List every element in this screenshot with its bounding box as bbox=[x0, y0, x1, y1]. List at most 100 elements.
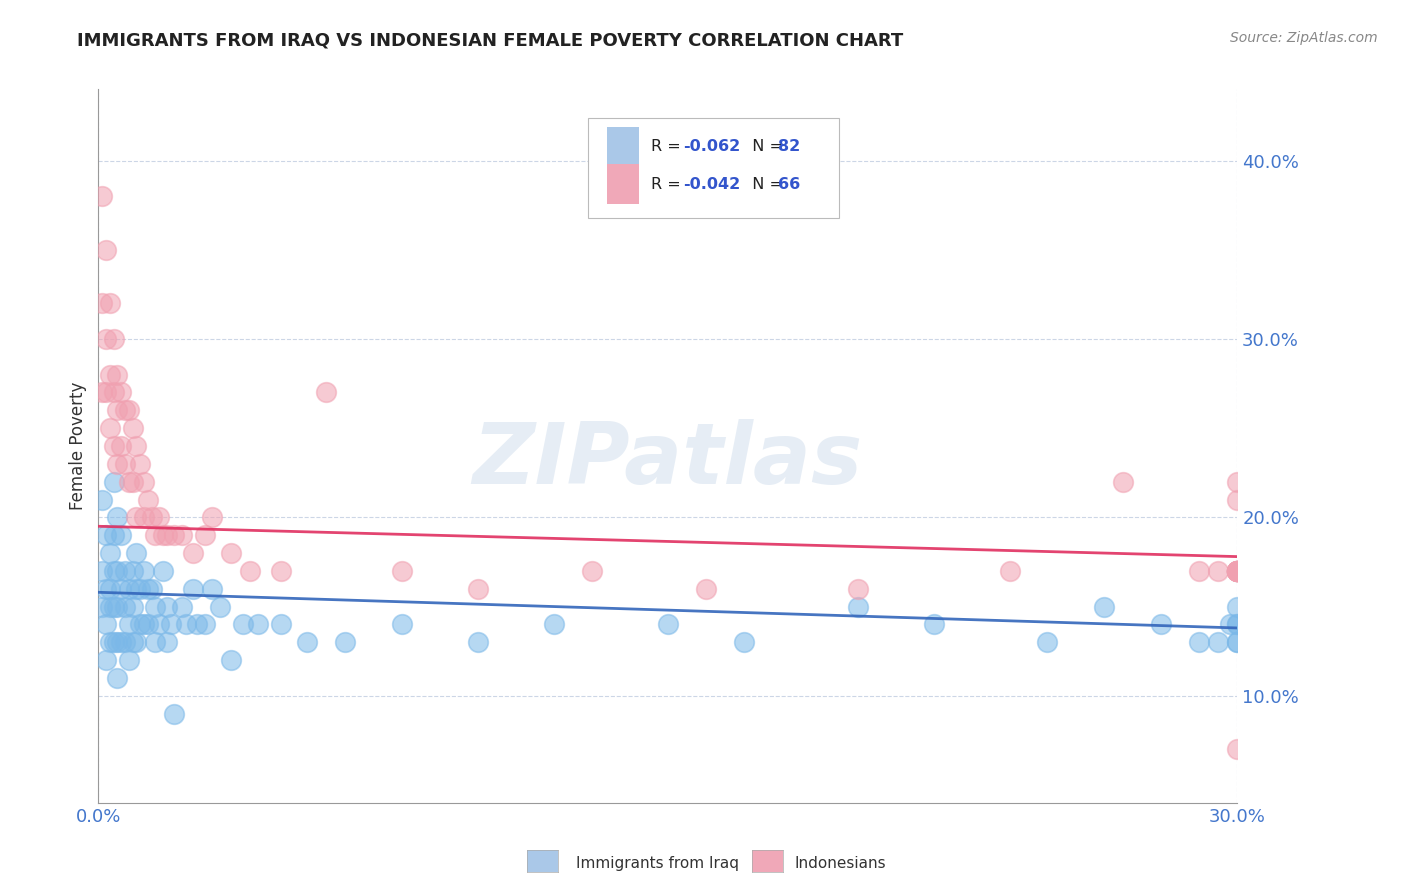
Point bbox=[148, 510, 170, 524]
Point bbox=[114, 403, 136, 417]
Text: 66: 66 bbox=[779, 177, 800, 192]
Point bbox=[107, 368, 129, 382]
Point bbox=[103, 528, 125, 542]
Point bbox=[315, 385, 337, 400]
Point bbox=[110, 582, 132, 596]
Point bbox=[94, 243, 117, 257]
FancyBboxPatch shape bbox=[607, 127, 640, 166]
Point bbox=[136, 617, 159, 632]
Point bbox=[103, 564, 125, 578]
Point bbox=[998, 564, 1021, 578]
Point bbox=[103, 475, 125, 489]
Point bbox=[581, 564, 603, 578]
Point bbox=[98, 582, 121, 596]
Text: -0.042: -0.042 bbox=[683, 177, 740, 192]
Point bbox=[118, 617, 141, 632]
Point bbox=[94, 385, 117, 400]
Point bbox=[156, 635, 179, 649]
Point bbox=[107, 403, 129, 417]
Point bbox=[121, 421, 143, 435]
Point bbox=[91, 599, 114, 614]
Point bbox=[103, 635, 125, 649]
Point bbox=[152, 528, 174, 542]
Point bbox=[136, 582, 159, 596]
Point bbox=[145, 635, 167, 649]
Point bbox=[114, 599, 136, 614]
Point bbox=[103, 385, 125, 400]
Point bbox=[91, 385, 114, 400]
Point bbox=[152, 564, 174, 578]
Point bbox=[232, 617, 254, 632]
Point bbox=[125, 510, 148, 524]
Point bbox=[846, 582, 869, 596]
Point bbox=[1094, 599, 1116, 614]
Point bbox=[163, 528, 186, 542]
Point bbox=[103, 599, 125, 614]
Point bbox=[1226, 564, 1249, 578]
Point bbox=[1208, 635, 1230, 649]
Point bbox=[98, 635, 121, 649]
Point bbox=[467, 582, 489, 596]
Point bbox=[121, 635, 143, 649]
Text: N =: N = bbox=[742, 177, 787, 192]
Point bbox=[125, 582, 148, 596]
Point bbox=[156, 528, 179, 542]
Point bbox=[129, 617, 152, 632]
Point bbox=[1226, 564, 1249, 578]
Point bbox=[1226, 492, 1249, 507]
Point bbox=[98, 599, 121, 614]
Point bbox=[91, 189, 114, 203]
Point bbox=[98, 421, 121, 435]
Text: R =: R = bbox=[651, 139, 686, 153]
Text: 82: 82 bbox=[779, 139, 800, 153]
Point bbox=[391, 564, 413, 578]
Text: ZIPatlas: ZIPatlas bbox=[472, 418, 863, 502]
Point bbox=[114, 635, 136, 649]
Point bbox=[107, 635, 129, 649]
Y-axis label: Female Poverty: Female Poverty bbox=[69, 382, 87, 510]
Point bbox=[335, 635, 357, 649]
Text: N =: N = bbox=[742, 139, 787, 153]
Point bbox=[132, 475, 155, 489]
Point bbox=[1226, 617, 1249, 632]
Point bbox=[132, 564, 155, 578]
Point bbox=[733, 635, 755, 649]
Point bbox=[201, 582, 224, 596]
Point bbox=[132, 510, 155, 524]
Point bbox=[543, 617, 565, 632]
Point bbox=[1226, 635, 1249, 649]
Point bbox=[118, 582, 141, 596]
Point bbox=[1112, 475, 1135, 489]
Point bbox=[114, 564, 136, 578]
Text: IMMIGRANTS FROM IRAQ VS INDONESIAN FEMALE POVERTY CORRELATION CHART: IMMIGRANTS FROM IRAQ VS INDONESIAN FEMAL… bbox=[77, 31, 904, 49]
Point bbox=[183, 546, 205, 560]
Point bbox=[183, 582, 205, 596]
Point bbox=[270, 617, 292, 632]
Point bbox=[846, 599, 869, 614]
Text: -0.062: -0.062 bbox=[683, 139, 740, 153]
Point bbox=[270, 564, 292, 578]
Point bbox=[129, 582, 152, 596]
Point bbox=[467, 635, 489, 649]
Point bbox=[136, 492, 159, 507]
Point bbox=[194, 528, 217, 542]
Point bbox=[121, 475, 143, 489]
Point bbox=[1226, 564, 1249, 578]
Point bbox=[1036, 635, 1059, 649]
FancyBboxPatch shape bbox=[607, 164, 640, 203]
Point bbox=[1226, 475, 1249, 489]
Point bbox=[1226, 564, 1249, 578]
Point bbox=[94, 617, 117, 632]
Point bbox=[695, 582, 717, 596]
Point bbox=[110, 385, 132, 400]
Point bbox=[148, 617, 170, 632]
Point bbox=[1226, 564, 1249, 578]
Point bbox=[170, 528, 193, 542]
Point bbox=[391, 617, 413, 632]
Point bbox=[1226, 564, 1249, 578]
Point bbox=[121, 564, 143, 578]
Point bbox=[107, 671, 129, 685]
Point bbox=[1226, 742, 1249, 756]
Point bbox=[129, 457, 152, 471]
Point bbox=[141, 582, 163, 596]
